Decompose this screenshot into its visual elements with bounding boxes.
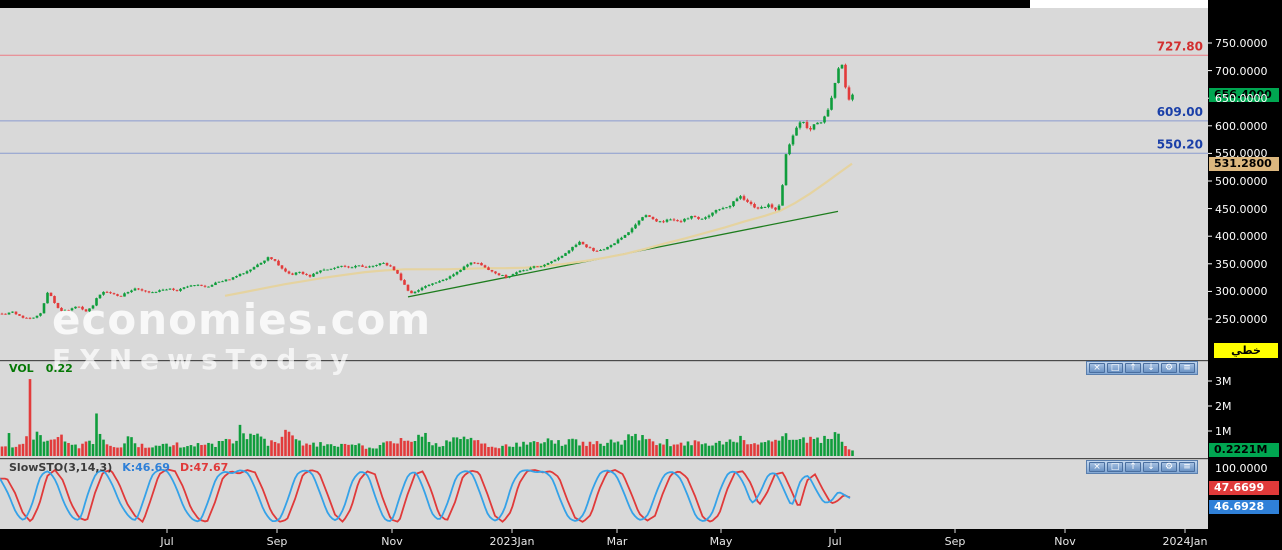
- level-price-label: 727.80: [1157, 39, 1203, 53]
- time-axis-label: Sep: [266, 535, 288, 548]
- price-axis-panel[interactable]: 656.4000 531.2800 خطي 0.2221M 47.6699 46…: [1208, 0, 1282, 550]
- stochastic-panel-header: SlowSTO(3,14,3) K:46.69 D:47.67: [9, 461, 228, 474]
- volume-indicator-value: 0.22: [45, 362, 73, 375]
- stochastic-d-value: D:47.67: [179, 461, 229, 474]
- price-axis-label: 500.0000: [1215, 175, 1268, 188]
- price-axis-label: 700.0000: [1215, 64, 1268, 78]
- last-price-badge: 656.4000: [1209, 87, 1279, 102]
- price-axis-label: 600.0000: [1215, 119, 1268, 133]
- time-axis-label: 2024Jan: [1162, 535, 1208, 548]
- volume-indicator-title: VOL: [9, 362, 34, 375]
- stochastic-panel-toolbar: × □ ↑ ↓ ⚙ ≡: [1086, 460, 1198, 474]
- price-axis-label: 450.0000: [1215, 202, 1268, 216]
- price-axis-label: 300.0000: [1215, 285, 1268, 299]
- price-axis-label: 350.0000: [1215, 257, 1268, 271]
- sto-axis-label: 100.0000: [1215, 462, 1268, 475]
- volume-panel-header: VOL 0.22: [9, 362, 73, 375]
- volume-axis-label: 1M: [1215, 425, 1232, 438]
- stochastic-d-badge: 47.6699: [1209, 481, 1279, 496]
- time-axis-label: Nov: [381, 535, 403, 548]
- restore-window-icon[interactable]: □: [1107, 363, 1123, 373]
- moving-average-line[interactable]: [224, 162, 853, 297]
- time-axis-label: Jul: [160, 535, 174, 548]
- price-axis-label: 250.0000: [1215, 313, 1268, 326]
- menu-icon[interactable]: ≡: [1179, 462, 1195, 472]
- level-price-label: 609.00: [1157, 105, 1203, 119]
- stochastic-k-badge: 46.6928: [1209, 500, 1279, 515]
- restore-window-icon[interactable]: □: [1107, 462, 1123, 472]
- horizontal-level-lines[interactable]: 727.80 609.00 550.20: [0, 39, 1208, 154]
- stochastic-k-line[interactable]: [0, 469, 851, 523]
- arrow-down-icon[interactable]: ↓: [1143, 462, 1159, 472]
- chart-panel-background[interactable]: [0, 8, 1208, 529]
- settings-gear-icon[interactable]: ⚙: [1161, 462, 1177, 472]
- arrow-down-icon[interactable]: ↓: [1143, 363, 1159, 373]
- arrow-up-icon[interactable]: ↑: [1125, 462, 1141, 472]
- stochastic-k-value: K:46.69: [122, 461, 170, 474]
- last-volume-badge: 0.2221M: [1209, 443, 1279, 458]
- main-volume-separator[interactable]: [0, 360, 1208, 362]
- scale-type-badge[interactable]: خطي: [1214, 343, 1278, 358]
- stochastic-indicator-title: SlowSTO(3,14,3): [9, 461, 113, 474]
- volume-axis-label: 3M: [1215, 375, 1232, 388]
- arrow-up-icon[interactable]: ↑: [1125, 363, 1141, 373]
- time-axis-label: 2023Jan: [489, 535, 535, 548]
- ma-value-badge: 531.2800: [1209, 156, 1279, 171]
- volume-series[interactable]: [0, 379, 854, 456]
- volume-sto-separator[interactable]: [0, 458, 1208, 460]
- stochastic-d-line[interactable]: [0, 468, 851, 524]
- price-axis-label: 650.0000: [1215, 92, 1268, 106]
- close-icon[interactable]: ×: [1089, 462, 1105, 472]
- time-axis-label: May: [709, 535, 733, 548]
- price-axis-label: 550.0000: [1215, 147, 1268, 161]
- time-axis-label: Mar: [606, 535, 628, 548]
- time-axis-label: Jul: [828, 535, 842, 548]
- level-price-label: 550.20: [1157, 137, 1203, 151]
- time-axis-label: Sep: [944, 535, 966, 548]
- price-axis-label: 400.0000: [1215, 230, 1268, 244]
- volume-axis-label: 2M: [1215, 400, 1232, 413]
- time-axis[interactable]: Jul Sep Nov 2023Jan Mar May Jul Sep Nov 2024Jan: [0, 529, 1282, 550]
- settings-gear-icon[interactable]: ⚙: [1161, 363, 1177, 373]
- top-strip: [1030, 0, 1208, 8]
- menu-icon[interactable]: ≡: [1179, 363, 1195, 373]
- time-axis-label: Nov: [1054, 535, 1076, 548]
- candlestick-series[interactable]: [0, 63, 854, 320]
- price-axis-label: 750.0000: [1215, 37, 1268, 50]
- volume-panel-toolbar: × □ ↑ ↓ ⚙ ≡: [1086, 361, 1198, 375]
- close-icon[interactable]: ×: [1089, 363, 1105, 373]
